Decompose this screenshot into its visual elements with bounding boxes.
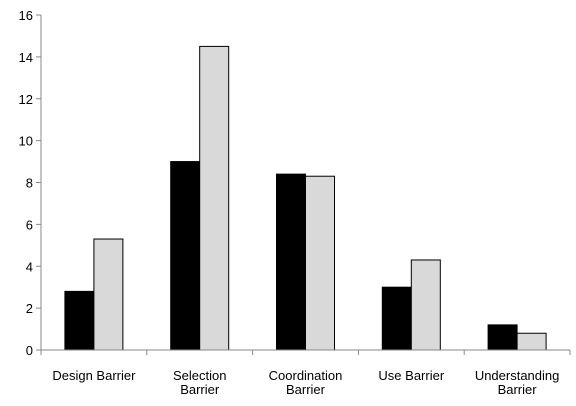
bar-2-3 bbox=[305, 175, 335, 351]
y-axis: 0 2 4 6 8 10 12 14 16 bbox=[19, 8, 42, 358]
bar-2-2 bbox=[199, 45, 230, 351]
y-tick-label: 2 bbox=[26, 301, 33, 316]
x-tick-label: Selection bbox=[173, 368, 226, 383]
bar-2-1 bbox=[93, 238, 124, 351]
bar-1-4 bbox=[381, 286, 412, 351]
x-tick-label: Barrier bbox=[498, 382, 538, 397]
x-tick-label: Coordination bbox=[269, 368, 343, 383]
bar-1-3 bbox=[276, 173, 306, 351]
x-tick-label: Use Barrier bbox=[378, 368, 444, 383]
x-tick-label: Design Barrier bbox=[52, 368, 136, 383]
x-tick-label: Barrier bbox=[286, 382, 326, 397]
y-tick-label: 12 bbox=[19, 92, 33, 107]
y-tick-label: 0 bbox=[26, 343, 33, 358]
bar-1-5 bbox=[487, 324, 518, 351]
x-tick-label: Barrier bbox=[180, 382, 220, 397]
y-tick-label: 6 bbox=[26, 217, 33, 232]
x-axis: Design Barrier SelectionBarrierCoordinati… bbox=[40, 349, 571, 397]
bar-1-2 bbox=[170, 161, 201, 351]
x-tick-label: Understanding bbox=[475, 368, 560, 383]
bars bbox=[64, 45, 547, 351]
bar-1-1 bbox=[64, 290, 95, 351]
bar-2-4 bbox=[410, 259, 441, 351]
y-tick-label: 16 bbox=[19, 8, 33, 23]
y-tick-label: 8 bbox=[26, 176, 33, 191]
y-tick-label: 10 bbox=[19, 134, 33, 149]
y-tick-label: 14 bbox=[19, 50, 33, 65]
bar-2-5 bbox=[516, 332, 547, 351]
y-tick-label: 4 bbox=[26, 259, 33, 274]
